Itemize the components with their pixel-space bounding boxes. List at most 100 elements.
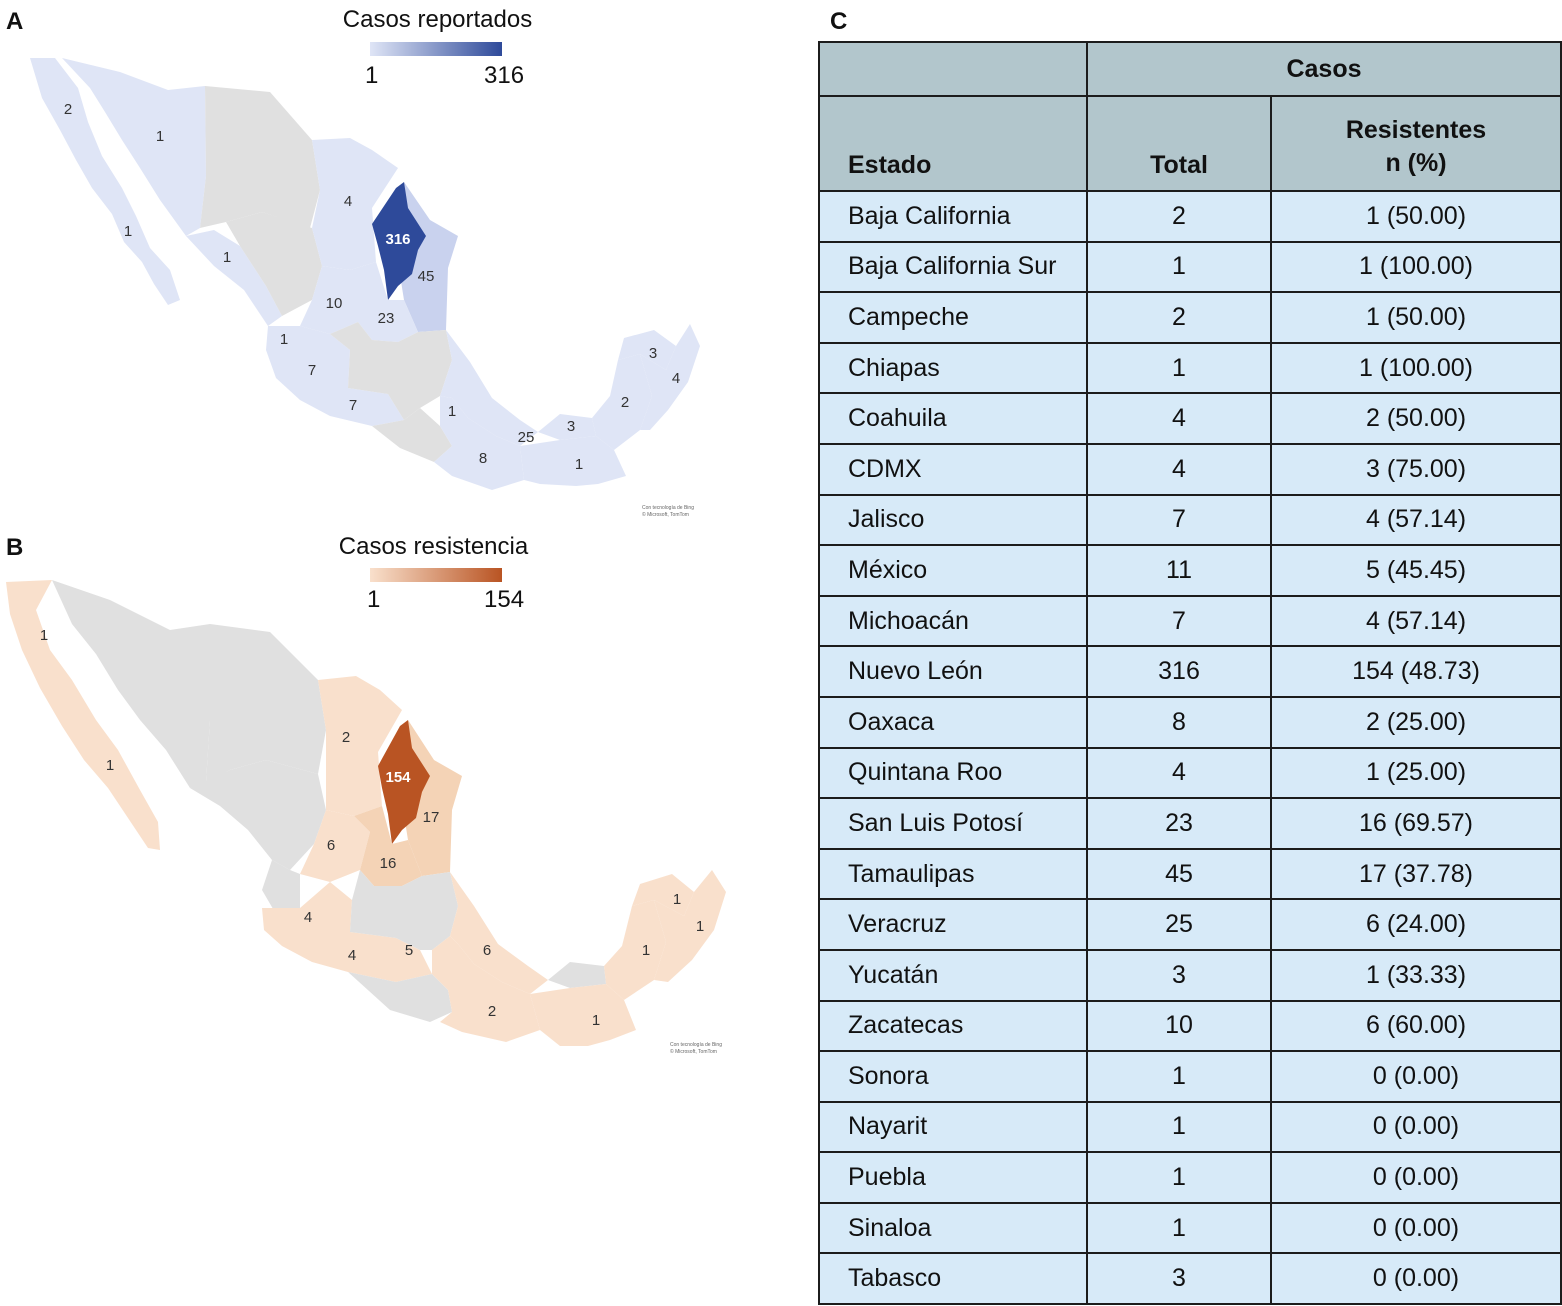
map-b-label: 6: [483, 942, 491, 959]
map-a-region-tabasco: [538, 414, 596, 440]
table-cell-resistentes: 2 (25.00): [1270, 695, 1562, 749]
table-cell-total: 2: [1086, 190, 1272, 243]
table-row: Michoacán 7 4 (57.14): [818, 594, 1562, 648]
map-b-region-veracruz: [450, 872, 548, 994]
map-b-credit-line2: © Microsoft, TomTom: [670, 1048, 717, 1055]
table-cell-resistentes: 4 (57.14): [1270, 594, 1562, 648]
map-a-region-baja-california: [30, 58, 180, 305]
map-a-reported-cases: 2 1 1 1 4 316 45 10 23 1 7 7 1 8 25 3 1 …: [30, 58, 700, 518]
table-cell-estado: Puebla: [818, 1151, 1088, 1204]
map-b-region-guerrero: [348, 972, 452, 1022]
map-a-label: 7: [349, 397, 357, 414]
table-body: Baja California 2 1 (50.00) Baja California…: [818, 190, 1562, 1306]
table-cell-resistentes: 2 (50.00): [1270, 392, 1562, 445]
map-a-region-san-luis-potosi: [350, 262, 418, 342]
map-a-region-chiapas: [520, 436, 626, 486]
table-cell-resistentes: 1 (25.00): [1270, 746, 1562, 800]
map-a-label: 10: [326, 295, 343, 312]
table-row: Campeche 2 1 (50.00): [818, 291, 1562, 344]
table-row: San Luis Potosí 23 16 (69.57): [818, 797, 1562, 850]
map-b-credit-line1: Con tecnología de Bing: [670, 1042, 722, 1048]
map-b-label: 2: [488, 1003, 496, 1020]
map-b-region-baja-california: [6, 580, 160, 850]
table-row: Coahuila 4 2 (50.00): [818, 392, 1562, 445]
map-a-label: 8: [479, 450, 487, 467]
map-a-label: 1: [448, 403, 456, 420]
table-row: Jalisco 7 4 (57.14): [818, 493, 1562, 547]
map-a-label: 4: [344, 193, 352, 210]
map-b-label: 1: [673, 891, 681, 908]
map-b-legend-title: Casos resistencia: [338, 533, 529, 560]
map-b-region-central: [350, 870, 458, 950]
table-cell-total: 25: [1086, 898, 1272, 951]
table-row: CDMX 4 3 (75.00): [818, 442, 1562, 496]
map-b-region-nuevo-leon: [378, 720, 430, 844]
map-a-region-durango: [226, 212, 322, 316]
panel-b-letter: B: [6, 534, 24, 561]
map-a-label: 2: [64, 101, 72, 118]
map-b-region-chihuahua: [206, 624, 326, 782]
map-a-legend-gradient: [370, 42, 502, 56]
table-cell-resistentes: 0 (0.00): [1270, 1050, 1562, 1103]
table-cell-estado: México: [818, 544, 1088, 597]
map-b-label: 4: [348, 947, 356, 964]
table-cell-total: 4: [1086, 392, 1272, 445]
table-cell-estado: Sonora: [818, 1050, 1088, 1103]
table-cell-resistentes: 0 (0.00): [1270, 1100, 1562, 1154]
table-cell-total: 316: [1086, 645, 1272, 698]
table-cell-total: 1: [1086, 1201, 1272, 1255]
table-cell-resistentes: 154 (48.73): [1270, 645, 1562, 698]
map-a-label: 1: [575, 456, 583, 473]
table-cell-total: 4: [1086, 442, 1272, 496]
table-cell-estado: Quintana Roo: [818, 746, 1088, 800]
map-a-label: 3: [649, 345, 657, 362]
table-cell-total: 8: [1086, 695, 1272, 749]
table-row: Zacatecas 10 6 (60.00): [818, 999, 1562, 1053]
table-cell-total: 4: [1086, 746, 1272, 800]
table-cell-resistentes: 4 (57.14): [1270, 493, 1562, 547]
map-b-label: 1: [40, 627, 48, 644]
table-cell-estado: Yucatán: [818, 948, 1088, 1002]
table-cell-resistentes: 3 (75.00): [1270, 442, 1562, 496]
table-cell-resistentes: 1 (33.33): [1270, 948, 1562, 1002]
table-cell-estado: Sinaloa: [818, 1201, 1088, 1255]
map-a-label: 7: [308, 362, 316, 379]
map-a-legend-min: 1: [365, 62, 379, 89]
table-cell-total: 11: [1086, 544, 1272, 597]
map-b-label: 6: [327, 837, 335, 854]
table-cell-total: 45: [1086, 847, 1272, 901]
map-a-region-oaxaca: [434, 396, 524, 490]
table-cell-estado: Baja California Sur: [818, 240, 1088, 294]
map-a-label: 316: [385, 231, 410, 248]
panel-c-letter: C: [830, 8, 848, 35]
map-b-region-west: [262, 882, 432, 982]
table-cell-estado: Jalisco: [818, 493, 1088, 547]
table-cell-total: 1: [1086, 1050, 1272, 1103]
map-b-region-coahuila: [318, 676, 402, 816]
table-cell-estado: Oaxaca: [818, 695, 1088, 749]
map-a-region-sonora: [62, 58, 206, 236]
table-row: Baja California 2 1 (50.00): [818, 190, 1562, 243]
map-b-resistance-cases: 1 1 2 154 17 6 16 4 4 5 6 2 1 1 1 1 Con …: [6, 580, 726, 1055]
table-cell-resistentes: 1 (100.00): [1270, 341, 1562, 395]
table-row: Puebla 1 0 (0.00): [818, 1151, 1562, 1204]
table-cell-resistentes: 17 (37.78): [1270, 847, 1562, 901]
table-header-empty: [818, 41, 1088, 97]
map-b-label: 1: [696, 918, 704, 935]
table-header-row: Estado Total Resistentes n (%): [818, 95, 1562, 192]
map-a-region-west: [266, 326, 404, 426]
map-a-label: 1: [124, 223, 132, 240]
map-b-region-sinaloa-durango: [190, 760, 326, 870]
map-a-states: [30, 58, 700, 490]
map-b-label: 17: [423, 809, 440, 826]
table-row: Baja California Sur 1 1 (100.00): [818, 240, 1562, 294]
table-row: Sinaloa 1 0 (0.00): [818, 1201, 1562, 1255]
table-row: Chiapas 1 1 (100.00): [818, 341, 1562, 395]
map-a-legend-max: 316: [484, 62, 525, 89]
table-cell-resistentes: 5 (45.45): [1270, 544, 1562, 597]
table-cell-total: 2: [1086, 291, 1272, 344]
map-b-label: 2: [342, 729, 350, 746]
table-header-resistentes-line1: Resistentes: [1345, 116, 1487, 144]
map-b-region-chiapas: [530, 984, 636, 1046]
map-b-region-quintana-roo: [654, 870, 726, 982]
